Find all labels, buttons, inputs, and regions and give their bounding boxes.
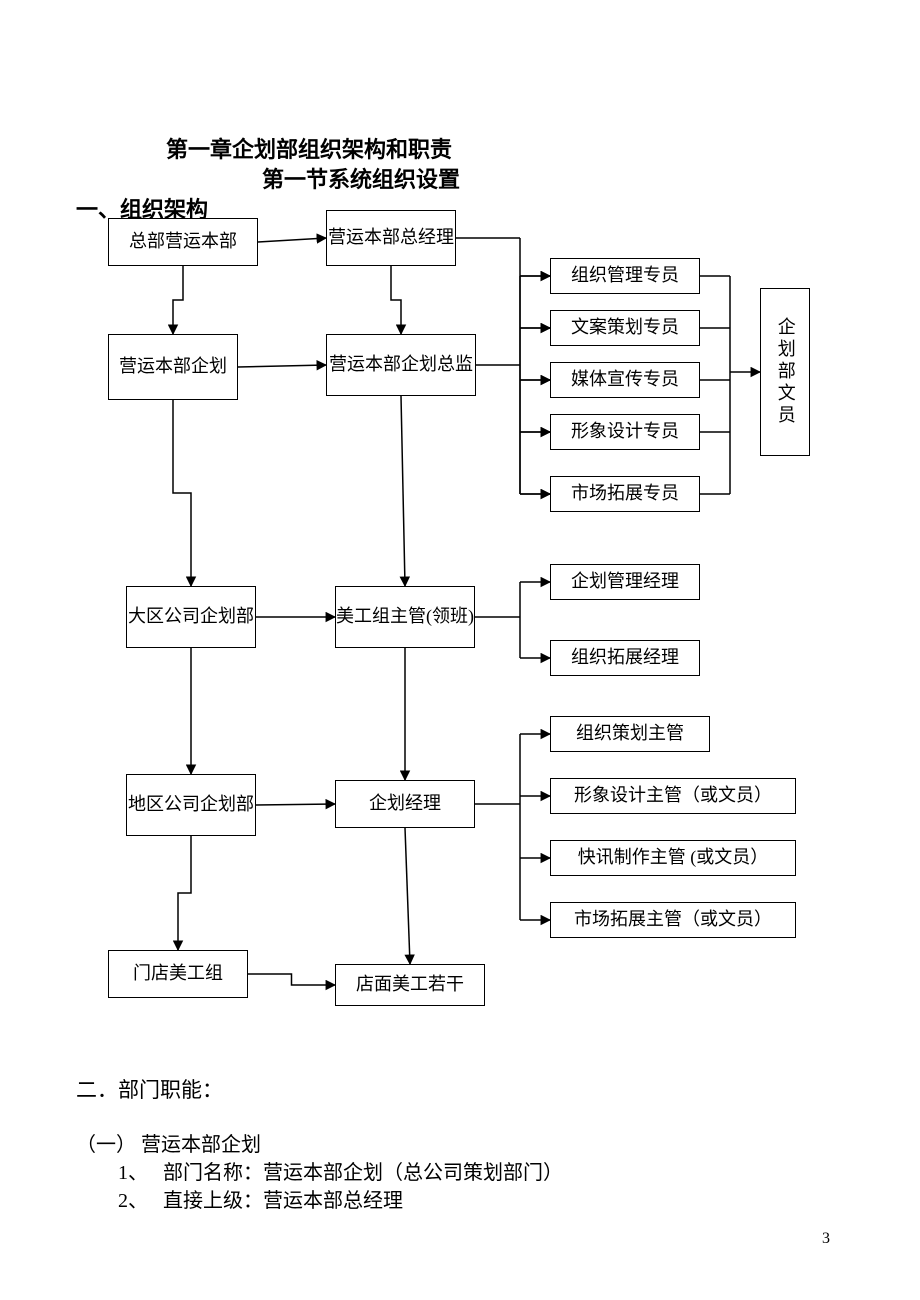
- page-number: 3: [822, 1230, 830, 1248]
- node-ops_plan: 营运本部企划: [108, 334, 238, 400]
- node-spec1: 组织管理专员: [550, 258, 700, 294]
- node-clerk: 企划部文员: [760, 288, 810, 456]
- node-plan_dir: 营运本部企划总监: [326, 334, 476, 396]
- node-plan_mgr: 企划经理: [335, 780, 475, 828]
- node-mgr2: 组织拓展经理: [550, 640, 700, 676]
- node-store_art: 门店美工组: [108, 950, 248, 998]
- node-spec5: 市场拓展专员: [550, 476, 700, 512]
- node-area_plan: 地区公司企划部: [126, 774, 256, 836]
- node-mgr1: 企划管理经理: [550, 564, 700, 600]
- node-sup2: 形象设计主管（或文员）: [550, 778, 796, 814]
- h2-1-2: 2、 直接上级：营运本部总经理: [118, 1184, 403, 1213]
- node-spec2: 文案策划专员: [550, 310, 700, 346]
- node-ops_gm: 营运本部总经理: [326, 210, 456, 266]
- h2-dept: 二．部门职能：: [76, 1074, 223, 1104]
- node-region_plan: 大区公司企划部: [126, 586, 256, 648]
- node-spec4: 形象设计专员: [550, 414, 700, 450]
- node-sup4: 市场拓展主管（或文员）: [550, 902, 796, 938]
- chapter-title: 第一章企划部组织架构和职责: [166, 132, 452, 164]
- h2-1: （一） 营运本部企划: [76, 1128, 261, 1157]
- node-store_staff: 店面美工若干: [335, 964, 485, 1006]
- node-spec3: 媒体宣传专员: [550, 362, 700, 398]
- node-hq_ops: 总部营运本部: [108, 218, 258, 266]
- h2-1-1: 1、 部门名称：营运本部企划（总公司策划部门）: [118, 1156, 563, 1185]
- node-art_lead: 美工组主管(领班): [335, 586, 475, 648]
- node-sup3: 快讯制作主管 (或文员）: [550, 840, 796, 876]
- node-sup1: 组织策划主管: [550, 716, 710, 752]
- section-title: 第一节系统组织设置: [262, 162, 460, 194]
